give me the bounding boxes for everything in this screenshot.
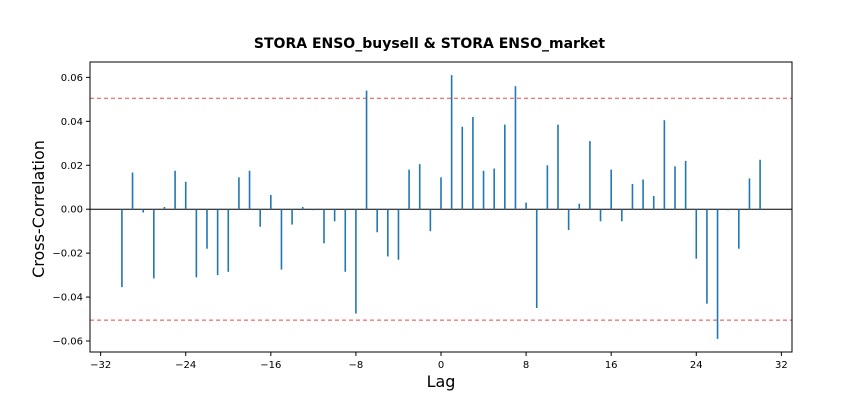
plot-area — [90, 75, 792, 339]
x-tick-label: 0 — [438, 360, 444, 371]
x-tick-label: −24 — [175, 360, 196, 371]
x-tick-label: 24 — [690, 360, 703, 371]
y-tick-label: −0.04 — [52, 293, 83, 304]
y-tick-label: 0.00 — [61, 205, 83, 216]
x-tick-label: 16 — [605, 360, 618, 371]
x-tick-label: −32 — [90, 360, 111, 371]
chart-title: STORA ENSO_buysell & STORA ENSO_market — [254, 36, 605, 52]
x-axis-label: Lag — [427, 372, 456, 391]
y-tick-label: 0.06 — [61, 73, 83, 84]
y-tick-label: 0.04 — [61, 117, 83, 128]
y-axis-label: Cross-Correlation — [29, 140, 48, 278]
y-tick-label: 0.02 — [61, 161, 83, 172]
y-axis-ticks: −0.06 −0.04 −0.02 0.00 0.02 0.04 0.06 — [52, 73, 90, 348]
x-tick-label: −16 — [260, 360, 281, 371]
x-tick-label: 8 — [523, 360, 529, 371]
x-tick-label: 32 — [775, 360, 788, 371]
x-tick-label: −8 — [349, 360, 364, 371]
x-axis-ticks: −32 −24 −16 −8 0 8 16 24 32 — [90, 352, 788, 371]
y-tick-label: −0.06 — [52, 337, 83, 348]
y-tick-label: −0.02 — [52, 249, 83, 260]
